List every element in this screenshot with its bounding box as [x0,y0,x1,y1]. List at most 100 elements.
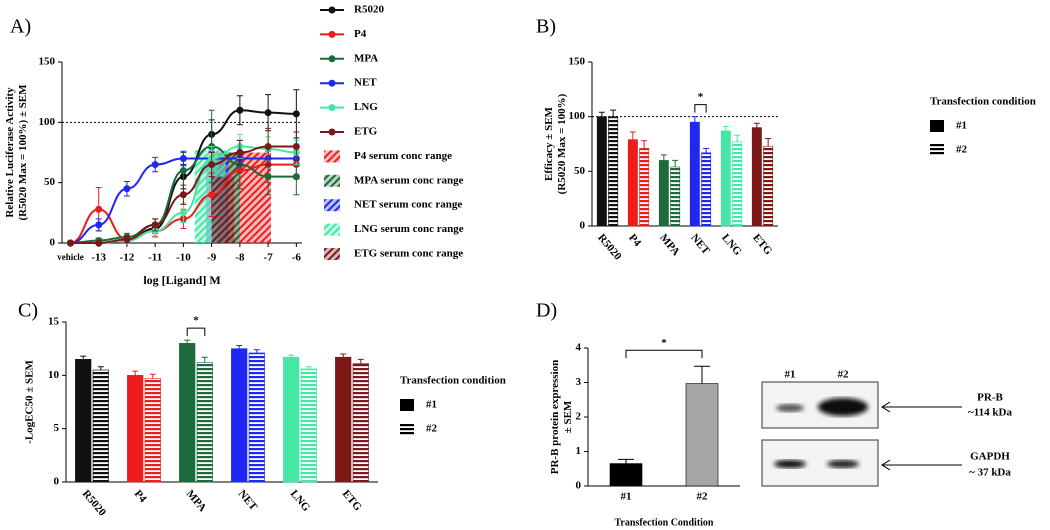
bar [763,145,774,227]
bar [231,348,248,483]
legend-label: #1 [956,120,967,132]
legend-marker [328,6,336,14]
x-tick-label: ETG [750,232,774,258]
bar [144,378,161,483]
legend-marker [328,30,336,38]
bar [283,356,300,483]
data-point [95,239,103,247]
x-tick-label: MPA [657,232,682,258]
legend-label: #1 [426,399,437,411]
bar [179,343,196,483]
data-point [66,239,74,247]
data-point [292,173,300,181]
legend-swatch [324,174,340,187]
legend-swatch [324,150,340,163]
error-bar [305,366,312,369]
error-bar [357,358,364,364]
bar [92,369,109,483]
bar [701,152,712,227]
data-point [151,221,159,229]
error-bar [629,131,636,140]
data-point [179,209,187,217]
y-tick-label: 100 [569,110,586,122]
legend-swatch [324,248,340,260]
bar [196,362,213,483]
bar [639,148,650,227]
y-tick-label: 50 [44,176,56,188]
significance-label: * [193,315,199,327]
x-tick-label: #1 [621,491,632,503]
error-bar [618,458,634,464]
legend-swatch [324,223,340,236]
legend-label: #2 [426,423,438,435]
significance-label: * [698,91,704,103]
bar [658,160,669,227]
y-tick-label: 150 [39,56,56,68]
x-tick-label: P4 [132,488,149,505]
data-point [208,161,216,169]
y-tick-label: 0 [580,220,586,232]
error-bar [753,122,760,128]
bar [75,359,92,483]
y-tick-label: 15 [48,316,60,328]
data-point [264,109,272,117]
x-tick-label: NET [688,232,712,258]
significance-label: * [661,337,667,349]
y-axis-label: (R5020 Max = 100%) ± SEM [17,84,29,221]
x-axis-label: Transfection Condition [615,517,714,528]
error-bar [598,111,605,117]
blot-band [774,460,806,468]
legend-label: ETG serum conc range [354,248,463,260]
error-bar [734,134,741,142]
x-tick-label: -8 [235,252,245,264]
legend-swatch [400,399,414,411]
legend-marker [328,55,336,63]
error-bar [201,356,208,363]
error-bar [703,147,710,153]
y-tick-label: 150 [569,56,586,68]
x-tick-label: LNG [288,488,313,514]
error-bar [694,365,710,384]
significance-bracket [625,349,703,359]
y-tick-label: 0 [50,237,56,249]
y-axis-label: Efficacy ± SEM [543,106,555,180]
error-bar [149,373,156,379]
error-bar [641,140,648,149]
legend-label: LNG serum conc range [354,223,464,235]
legend-marker [328,128,336,136]
error-bar [236,344,243,349]
legend-label: ETG [354,126,378,138]
x-tick-label: P4 [626,232,643,249]
y-tick-label: 50 [574,165,586,177]
x-tick-label: R5020 [80,488,109,519]
x-tick-label: vehicle [57,252,84,262]
legend-label: #2 [956,144,968,156]
bar [689,121,700,227]
bar [751,127,762,227]
band-size: ~114 kDa [968,407,1012,419]
legend-label: NET serum conc range [354,199,462,211]
legend-marker [328,104,336,112]
band-size: ~ 37 kDa [969,467,1011,479]
bar [352,363,369,483]
error-bar [97,366,104,370]
bar [609,463,643,487]
x-tick-label: #2 [697,491,709,503]
bar [670,166,681,227]
bar [720,130,731,227]
x-tick-label: -10 [176,252,191,264]
arrow [881,459,962,471]
data-point [292,110,300,118]
significance-bracket [186,327,206,337]
error-bar [132,370,139,376]
y-tick-label: 4 [576,342,582,354]
legend-swatch [324,199,340,212]
data-point [292,142,300,150]
x-tick-label: -9 [207,252,217,264]
bar [335,356,352,483]
panel-label: A) [10,16,31,38]
error-bar [610,109,617,117]
x-tick-label: R5020 [595,232,624,263]
legend-swatch [930,120,944,132]
bar [127,375,144,483]
